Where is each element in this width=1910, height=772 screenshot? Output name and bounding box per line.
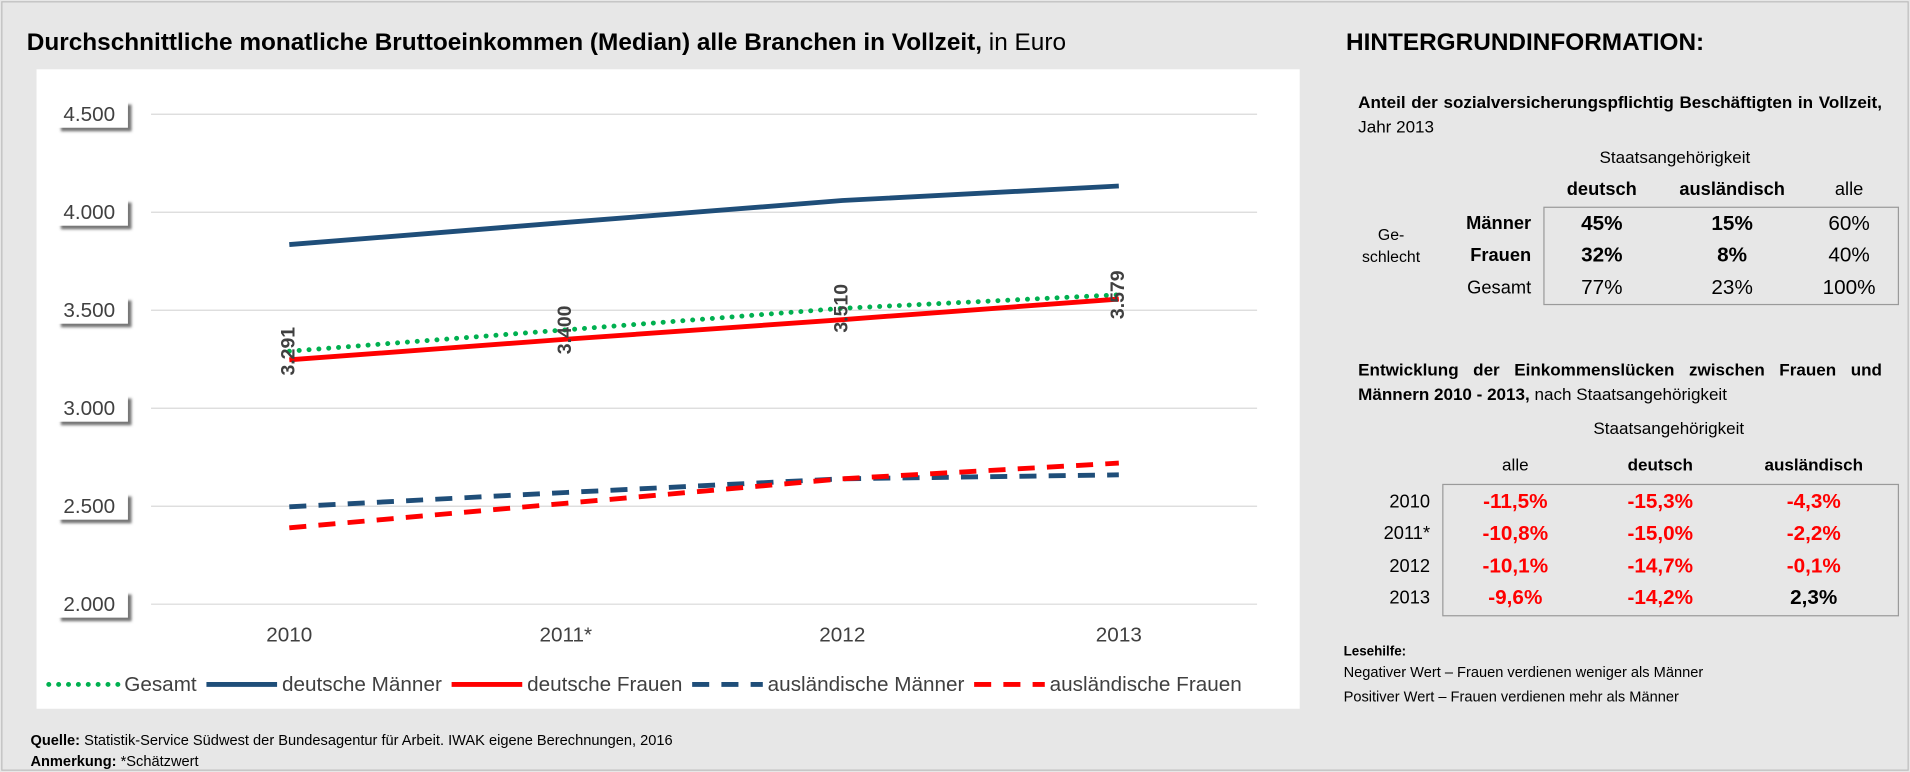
y-tick-box (57, 198, 128, 226)
source-label: Quelle: (30, 731, 81, 749)
table-cell: 77% (1581, 275, 1623, 300)
legend-label: ausländische Frauen (1050, 673, 1242, 696)
table-cell: -4,3% (1786, 489, 1841, 514)
table-cell: ausländisch (1679, 179, 1785, 200)
table-cell: -14,7% (1627, 554, 1694, 578)
table1-box (1543, 206, 1900, 306)
t2-title-rest: nach Staatsangehörigkeit (1534, 384, 1727, 404)
x-tick-label: 2010 (266, 623, 312, 646)
panel-title: HINTERGRUNDINFORMATION: (1346, 29, 1705, 56)
table-cell: alle (1502, 454, 1529, 475)
table-cell: Staatsangehörigkeit (1599, 147, 1751, 167)
table-cell: 40% (1828, 243, 1870, 267)
y-tick-label: 3.000 (63, 397, 115, 420)
table-cell: Staatsangehörigkeit (1593, 418, 1745, 438)
table2-box (1442, 483, 1900, 617)
help-title: Lesehilfe: (1343, 644, 1407, 659)
line (289, 460, 1119, 531)
table-cell: 100% (1822, 275, 1876, 300)
table-cell: -14,2% (1627, 585, 1694, 610)
note: Anmerkung: *Schätzwert (30, 753, 198, 770)
table-cell: deutsch (1566, 179, 1637, 200)
table-cell: alle (1834, 179, 1864, 200)
legend-label: deutsche Männer (282, 673, 442, 696)
y-tick-box (57, 590, 128, 618)
title-suffix: in Euro (988, 29, 1067, 56)
table-cell: 8% (1717, 243, 1748, 267)
table-cell: -10,1% (1482, 554, 1549, 578)
t2-title-bold: Entwicklung der Einkommenslücken zwische… (1358, 359, 1882, 404)
y-tick-box (57, 296, 128, 324)
note-label: Anmerkung: (30, 752, 117, 770)
table-cell: -15,0% (1627, 521, 1694, 545)
table-cell: 2013 (1389, 587, 1431, 609)
table-cell: 2012 (1389, 556, 1431, 577)
table-cell: 45% (1581, 211, 1623, 235)
help-line: Negativer Wert – Frauen verdienen wenige… (1343, 663, 1704, 681)
table-cell: 15% (1711, 211, 1753, 235)
y-tick-label: 4.000 (63, 201, 115, 224)
line (289, 296, 1120, 363)
y-tick-box (57, 492, 128, 520)
y-tick-box (57, 394, 128, 422)
table-cell: 2,3% (1790, 585, 1838, 610)
table2-title: Entwicklung der Einkommenslücken zwische… (1358, 357, 1882, 406)
table-cell: schlecht (1362, 247, 1421, 266)
note-text: *Schätzwert (120, 752, 199, 770)
y-tick-label: 2.000 (63, 593, 115, 616)
table-cell: 2011* (1383, 523, 1431, 545)
table-cell: -11,5% (1483, 489, 1548, 514)
y-tick-label: 4.500 (63, 103, 115, 126)
y-tick-label: 3.500 (63, 299, 115, 322)
table-cell: Ge- (1377, 225, 1405, 244)
legend-label: ausländische Männer (768, 673, 965, 696)
table-cell: 60% (1828, 211, 1870, 235)
table1-title: Anteil der sozialversicherungspflichtig … (1358, 90, 1882, 139)
legend-label: deutsche Frauen (527, 673, 682, 696)
table-cell: Gesamt (1467, 277, 1532, 299)
data-label: 3.579 (1107, 270, 1129, 319)
table-cell: -15,3% (1627, 489, 1694, 514)
table-cell: 2010 (1389, 491, 1431, 513)
chart-area (36, 69, 1300, 709)
line (289, 472, 1119, 510)
table-cell: deutsch (1627, 454, 1693, 475)
t1-title-rest: Jahr 2013 (1358, 116, 1435, 137)
chart-title: Durchschnittliche monatliche Bruttoeinko… (27, 29, 1066, 57)
line (286, 292, 1122, 354)
table-cell: -9,6% (1488, 585, 1543, 610)
source: Quelle: Statistik-Service Südwest der Bu… (30, 732, 672, 749)
table-cell: 23% (1711, 275, 1753, 300)
x-tick-label: 2011* (540, 623, 593, 646)
data-label: 3.510 (830, 284, 852, 333)
line (289, 183, 1119, 248)
data-label: 3.291 (277, 327, 299, 376)
y-tick-label: 2.500 (63, 495, 115, 518)
x-tick-label: 2012 (819, 623, 865, 646)
legend-label: Gesamt (124, 673, 197, 696)
x-tick-label: 2013 (1096, 623, 1142, 646)
table-cell: Männer (1466, 213, 1532, 235)
table-cell: -10,8% (1482, 521, 1549, 545)
table-cell: -2,2% (1786, 521, 1841, 545)
table-cell: -0,1% (1786, 554, 1841, 578)
data-label: 3.400 (554, 305, 576, 354)
table-cell: Frauen (1470, 244, 1532, 266)
table-cell: 32% (1581, 243, 1623, 267)
y-tick-box (57, 100, 128, 128)
source-text: Statistik-Service Südwest der Bundesagen… (84, 731, 673, 749)
title-bold: Durchschnittliche monatliche Bruttoeinko… (26, 29, 983, 56)
table-cell: ausländisch (1764, 454, 1864, 475)
t1-title-bold: Anteil der sozialversicherungspflichtig … (1358, 92, 1882, 112)
help-line: Positiver Wert – Frauen verdienen mehr a… (1343, 688, 1679, 706)
